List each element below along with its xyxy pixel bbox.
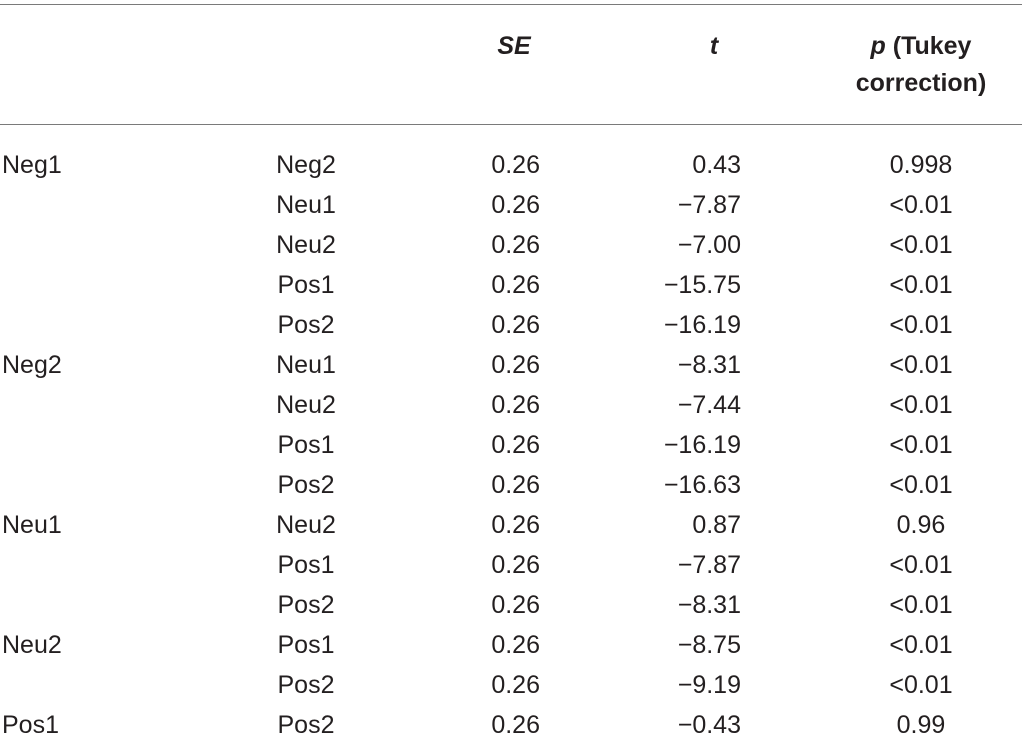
row-t-value: −16.19 bbox=[663, 431, 741, 459]
row-comparison-label: Pos2 bbox=[277, 711, 335, 739]
row-t-value: −9.19 bbox=[677, 671, 741, 699]
table-row: Neu1 0.26 −7.87 <0.01 bbox=[0, 185, 1022, 225]
row-p-value: <0.01 bbox=[889, 431, 953, 459]
header-p-tukey: p (Tukey correction) bbox=[836, 28, 1006, 102]
header-p-symbol: p bbox=[870, 32, 886, 60]
row-group-label: Pos1 bbox=[2, 711, 59, 739]
row-t-value: −7.00 bbox=[677, 231, 741, 259]
row-se-value: 0.26 bbox=[491, 671, 540, 699]
row-comparison-label: Pos1 bbox=[277, 631, 335, 659]
table-row: Pos1 Pos2 0.26 −0.43 0.99 bbox=[0, 705, 1022, 745]
row-comparison-label: Pos1 bbox=[277, 431, 335, 459]
row-t-value: 0.87 bbox=[692, 511, 741, 539]
header-se-label: SE bbox=[497, 32, 531, 60]
row-se-value: 0.26 bbox=[491, 311, 540, 339]
row-comparison-label: Neu2 bbox=[276, 511, 336, 539]
header-p-line1: (Tukey bbox=[885, 32, 972, 60]
row-group-label: Neg1 bbox=[2, 151, 62, 179]
row-p-value: <0.01 bbox=[889, 631, 953, 659]
table-row: Neg1 Neg2 0.26 0.43 0.998 bbox=[0, 145, 1022, 185]
row-p-value: 0.998 bbox=[889, 151, 953, 179]
row-t-value: −0.43 bbox=[677, 711, 741, 739]
row-se-value: 0.26 bbox=[491, 631, 540, 659]
row-t-value: −16.63 bbox=[663, 471, 741, 499]
table-row: Pos1 0.26 −16.19 <0.01 bbox=[0, 425, 1022, 465]
row-comparison-label: Neu2 bbox=[276, 391, 336, 419]
row-comparison-label: Neu1 bbox=[276, 351, 336, 379]
row-p-value: <0.01 bbox=[889, 191, 953, 219]
row-p-value: 0.99 bbox=[896, 711, 946, 739]
row-p-value: <0.01 bbox=[889, 311, 953, 339]
row-t-value: −16.19 bbox=[663, 311, 741, 339]
row-se-value: 0.26 bbox=[491, 351, 540, 379]
row-comparison-label: Neu2 bbox=[276, 231, 336, 259]
row-p-value: <0.01 bbox=[889, 231, 953, 259]
row-t-value: −7.87 bbox=[677, 551, 741, 579]
row-comparison-label: Pos2 bbox=[277, 591, 335, 619]
table-row: Neu2 0.26 −7.44 <0.01 bbox=[0, 385, 1022, 425]
table-row: Neu2 Pos1 0.26 −8.75 <0.01 bbox=[0, 625, 1022, 665]
row-comparison-label: Pos1 bbox=[277, 271, 335, 299]
table-row: Neu1 Neu2 0.26 0.87 0.96 bbox=[0, 505, 1022, 545]
row-comparison-label: Pos2 bbox=[277, 311, 335, 339]
row-t-value: −7.87 bbox=[677, 191, 741, 219]
row-t-value: −7.44 bbox=[677, 391, 741, 419]
table-row: Neu2 0.26 −7.00 <0.01 bbox=[0, 225, 1022, 265]
row-p-value: 0.96 bbox=[896, 511, 946, 539]
row-p-value: <0.01 bbox=[889, 351, 953, 379]
row-p-value: <0.01 bbox=[889, 271, 953, 299]
header-t-label: t bbox=[709, 32, 719, 60]
table-row: Pos1 0.26 −15.75 <0.01 bbox=[0, 265, 1022, 305]
table-row: Pos2 0.26 −9.19 <0.01 bbox=[0, 665, 1022, 705]
row-group-label: Neu1 bbox=[2, 511, 62, 539]
row-group-label: Neu2 bbox=[2, 631, 62, 659]
row-se-value: 0.26 bbox=[491, 231, 540, 259]
row-t-value: 0.43 bbox=[692, 151, 741, 179]
table-row: Pos2 0.26 −8.31 <0.01 bbox=[0, 585, 1022, 625]
header-t: t bbox=[700, 28, 728, 65]
header-p-line2: correction) bbox=[855, 69, 987, 97]
row-p-value: <0.01 bbox=[889, 391, 953, 419]
header-se: SE bbox=[494, 28, 534, 65]
table-row: Pos2 0.26 −16.19 <0.01 bbox=[0, 305, 1022, 345]
row-se-value: 0.26 bbox=[491, 471, 540, 499]
row-se-value: 0.26 bbox=[491, 551, 540, 579]
header-bottom-rule bbox=[0, 124, 1022, 125]
table-top-rule bbox=[0, 4, 1022, 5]
table-row: Pos2 0.26 −16.63 <0.01 bbox=[0, 465, 1022, 505]
row-t-value: −8.31 bbox=[677, 351, 741, 379]
row-t-value: −8.31 bbox=[677, 591, 741, 619]
row-p-value: <0.01 bbox=[889, 671, 953, 699]
table-row: Pos1 0.26 −7.87 <0.01 bbox=[0, 545, 1022, 585]
row-comparison-label: Pos2 bbox=[277, 471, 335, 499]
row-comparison-label: Neu1 bbox=[276, 191, 336, 219]
row-se-value: 0.26 bbox=[491, 191, 540, 219]
row-comparison-label: Neg2 bbox=[276, 151, 336, 179]
row-comparison-label: Pos1 bbox=[277, 551, 335, 579]
row-p-value: <0.01 bbox=[889, 551, 953, 579]
row-se-value: 0.26 bbox=[491, 711, 540, 739]
table-row: Neg2 Neu1 0.26 −8.31 <0.01 bbox=[0, 345, 1022, 385]
row-se-value: 0.26 bbox=[491, 431, 540, 459]
row-se-value: 0.26 bbox=[491, 591, 540, 619]
row-t-value: −8.75 bbox=[677, 631, 741, 659]
row-se-value: 0.26 bbox=[491, 511, 540, 539]
row-p-value: <0.01 bbox=[889, 471, 953, 499]
row-group-label: Neg2 bbox=[2, 351, 62, 379]
row-comparison-label: Pos2 bbox=[277, 671, 335, 699]
row-se-value: 0.26 bbox=[491, 271, 540, 299]
row-p-value: <0.01 bbox=[889, 591, 953, 619]
row-se-value: 0.26 bbox=[491, 151, 540, 179]
row-t-value: −15.75 bbox=[663, 271, 741, 299]
row-se-value: 0.26 bbox=[491, 391, 540, 419]
